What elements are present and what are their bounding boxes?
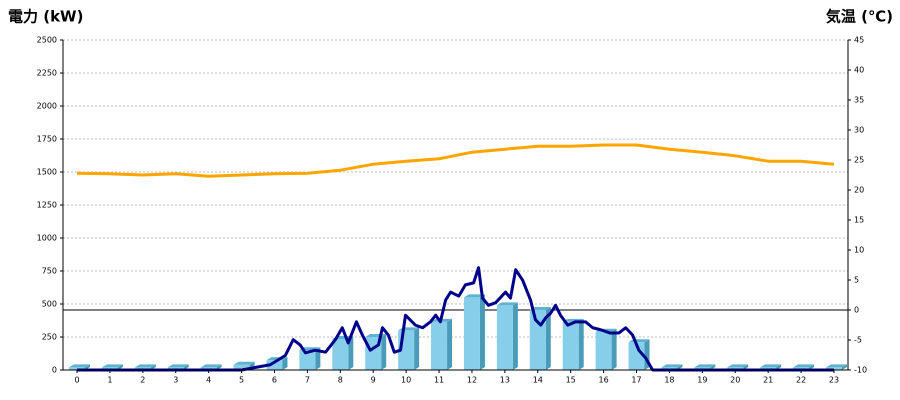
- bar-top: [826, 364, 847, 368]
- bar: [628, 342, 645, 370]
- x-tick-label: 17: [631, 376, 641, 385]
- y2-tick-label: 15: [854, 216, 864, 225]
- bar: [496, 305, 513, 370]
- y-tick-label: 1000: [37, 234, 57, 243]
- y2-tick-label: 45: [854, 36, 864, 45]
- bar: [431, 321, 448, 370]
- y2-tick-label: 40: [854, 66, 864, 75]
- y2-tick-label: 25: [854, 156, 864, 165]
- bar: [562, 321, 579, 370]
- y-tick-label: 2250: [37, 69, 57, 78]
- bar-top: [463, 294, 485, 298]
- x-tick-label: 20: [730, 376, 740, 385]
- x-tick-label: 23: [829, 376, 839, 385]
- bar-top: [496, 302, 518, 306]
- bar-side: [842, 364, 847, 370]
- x-tick-label: 10: [401, 376, 411, 385]
- bar-side: [414, 327, 420, 370]
- y2-tick-label: 10: [854, 246, 864, 255]
- x-tick-label: 16: [599, 376, 609, 385]
- x-tick-label: 13: [500, 376, 510, 385]
- y-axis-title: 電力 (kW): [8, 8, 83, 26]
- y-tick-label: 1500: [37, 168, 57, 177]
- bar-top: [694, 364, 716, 368]
- bar: [595, 331, 612, 370]
- bar-top: [661, 364, 683, 368]
- x-tick-label: 19: [697, 376, 707, 385]
- y2-tick-label: 35: [854, 96, 864, 105]
- y2-axis-title: 気温 (℃): [826, 8, 893, 26]
- bar-top: [200, 364, 222, 368]
- x-tick-label: 12: [467, 376, 477, 385]
- x-tick-label: 14: [533, 376, 543, 385]
- bar-side: [381, 334, 387, 370]
- x-tick-label: 7: [305, 376, 310, 385]
- temperature-line: [76, 143, 835, 178]
- bar-top: [793, 364, 815, 368]
- bar-top: [134, 364, 156, 368]
- y-tick-label: 500: [42, 300, 57, 309]
- x-tick-label: 8: [338, 376, 343, 385]
- bar-side: [315, 347, 321, 370]
- y2-tick-label: -10: [854, 366, 867, 375]
- bar: [233, 364, 250, 370]
- x-tick-label: 1: [107, 376, 112, 385]
- bar-side: [348, 335, 354, 370]
- bar-side: [282, 357, 288, 370]
- x-tick-label: 2: [140, 376, 145, 385]
- x-tick-label: 6: [272, 376, 277, 385]
- bar-side: [447, 318, 453, 370]
- bar-top: [101, 364, 123, 368]
- x-tick-label: 9: [371, 376, 376, 385]
- bar: [332, 338, 349, 370]
- bar-top: [69, 364, 90, 368]
- x-tick-label: 22: [796, 376, 806, 385]
- bar-top: [167, 364, 189, 368]
- bar-top: [727, 364, 749, 368]
- y2-tick-label: 5: [854, 276, 859, 285]
- bar-side: [512, 302, 518, 370]
- x-tick-label: 15: [566, 376, 576, 385]
- bar-top: [233, 361, 255, 365]
- y-tick-label: 2500: [37, 36, 57, 45]
- y2-tick-label: 20: [854, 186, 864, 195]
- bar-side: [578, 318, 584, 370]
- bar: [299, 350, 316, 370]
- bar-top: [760, 364, 782, 368]
- bar-side: [545, 306, 551, 370]
- bar: [266, 360, 283, 370]
- y-tick-label: 1250: [37, 201, 57, 210]
- x-tick-label: 4: [206, 376, 211, 385]
- x-tick-label: 18: [664, 376, 674, 385]
- y2-tick-label: 30: [854, 126, 864, 135]
- bar-side: [611, 328, 617, 370]
- x-tick-label: 5: [239, 376, 244, 385]
- y-tick-label: 2000: [37, 102, 57, 111]
- y-tick-label: 0: [52, 366, 57, 375]
- y-tick-label: 250: [42, 333, 57, 342]
- x-tick-label: 3: [173, 376, 178, 385]
- x-tick-label: 0: [74, 376, 79, 385]
- y2-tick-label: 0: [854, 306, 859, 315]
- power-line: [77, 266, 834, 372]
- y-tick-label: 1750: [37, 135, 57, 144]
- bar-side: [479, 294, 485, 370]
- y2-tick-label: -5: [854, 336, 862, 345]
- x-tick-label: 11: [434, 376, 444, 385]
- bar-top: [529, 306, 551, 310]
- bar: [463, 297, 480, 370]
- y-tick-label: 750: [42, 267, 57, 276]
- x-tick-label: 21: [763, 376, 773, 385]
